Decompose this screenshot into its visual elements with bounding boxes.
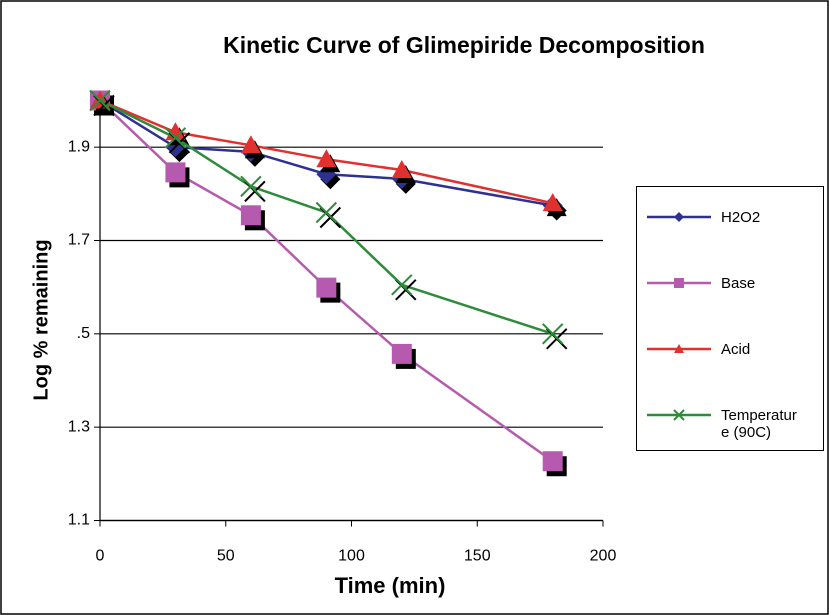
marker	[542, 193, 563, 212]
chart-title: Kinetic Curve of Glimepiride Decompositi…	[223, 32, 705, 58]
marker	[541, 323, 564, 345]
series-line	[99, 99, 553, 205]
x-tick-label: 200	[590, 548, 617, 565]
marker	[674, 344, 684, 353]
marker	[89, 89, 111, 112]
marker	[391, 274, 413, 296]
legend-swatch	[647, 409, 711, 421]
marker	[391, 160, 412, 179]
marker	[391, 343, 412, 364]
marker	[315, 201, 338, 224]
y-tick-label: 1.3	[68, 418, 90, 435]
legend-item: Base	[645, 275, 821, 292]
x-tick-label: 100	[338, 548, 365, 565]
legend-swatch	[647, 278, 711, 288]
legend-item: Acid	[645, 341, 821, 358]
x-tick-label: 50	[217, 548, 235, 565]
y-tick-label: 1.1	[68, 512, 90, 529]
legend-label: H2O2	[721, 209, 761, 226]
marker	[240, 135, 261, 154]
x-tick-label: 0	[96, 548, 105, 565]
marker	[316, 277, 337, 298]
series-line	[99, 99, 553, 207]
series-line	[99, 99, 554, 336]
marker	[674, 212, 684, 222]
marker	[165, 162, 186, 183]
legend-label: Base	[721, 275, 756, 292]
marker	[673, 409, 685, 421]
legend-item: Temperature (90C)	[645, 407, 821, 441]
marker	[240, 205, 261, 226]
y-tick-label: 1.7	[68, 232, 90, 249]
legend-swatch	[647, 344, 711, 353]
x-tick-label: 150	[464, 548, 491, 565]
marker	[164, 127, 187, 149]
series-line	[99, 99, 554, 463]
y-tick-label: .5	[77, 325, 90, 342]
legend-swatch	[647, 212, 711, 222]
marker	[240, 175, 262, 198]
legend-label: Acid	[721, 341, 751, 358]
legend: H2O2 Base Acid Temperature (90C)	[636, 186, 824, 451]
x-axis-label: Time (min)	[335, 573, 446, 598]
y-axis-label: Log % remaining	[30, 239, 52, 400]
marker	[542, 451, 563, 472]
marker	[316, 149, 337, 168]
marker	[674, 278, 684, 288]
y-tick-label: 1.9	[68, 138, 90, 155]
legend-item: H2O2	[645, 209, 821, 226]
legend-label: Temperature (90C)	[721, 407, 797, 441]
